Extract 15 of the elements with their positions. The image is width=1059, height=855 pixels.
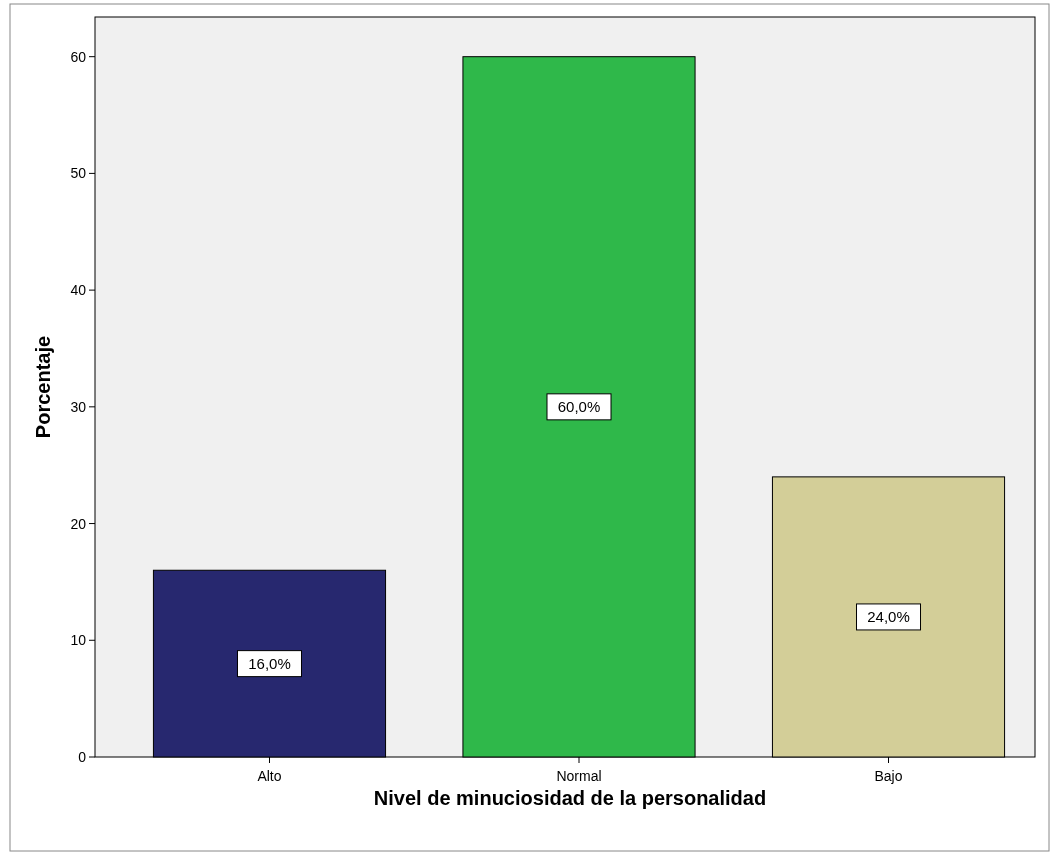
x-tick-label: Alto [257, 768, 282, 784]
y-tick-label: 30 [70, 398, 87, 415]
data-label: 16,0% [248, 654, 291, 672]
x-axis-title: Nivel de minuciosidad de la personalidad [373, 787, 767, 809]
y-tick-label: 10 [70, 632, 87, 649]
y-tick-label: 60 [70, 48, 87, 65]
data-label: 24,0% [867, 607, 910, 625]
x-tick-label: Bajo [874, 768, 903, 784]
data-label: 60,0% [557, 397, 601, 415]
y-tick-label: 0 [78, 749, 87, 765]
y-tick-label: 40 [70, 282, 87, 299]
y-axis-title: Porcentaje [32, 335, 54, 439]
y-tick-label: 20 [70, 515, 87, 532]
x-tick-label: Normal [556, 768, 602, 784]
y-tick-label: 50 [70, 165, 87, 182]
